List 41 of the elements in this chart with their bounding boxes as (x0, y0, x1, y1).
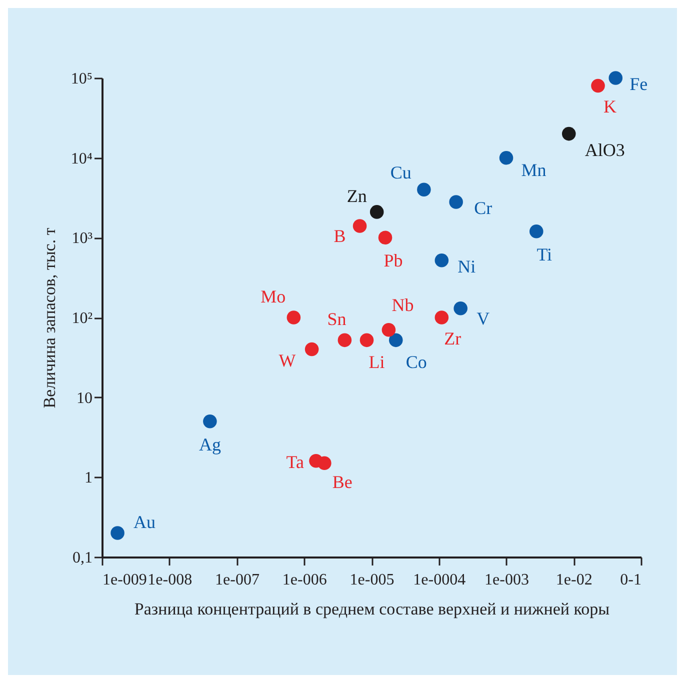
y-tick-label: 10⁴ (70, 150, 93, 168)
annotation: Li (368, 352, 385, 372)
annotation: Mn (521, 160, 546, 180)
x-tick-label: 1e-007 (215, 572, 260, 588)
x-tick-label: 1e-008 (148, 572, 192, 588)
x-tick-label: 1e-009 (102, 572, 147, 588)
annotation: Zn (346, 186, 367, 206)
y-tick-label: 0,1 (72, 550, 92, 566)
annotation: Mo (260, 286, 286, 306)
annotation: Co (406, 352, 427, 372)
annotation: Ag (198, 434, 221, 454)
annotation: V (476, 308, 490, 328)
annotation: Cu (390, 162, 412, 183)
annotation: Pb (384, 250, 403, 271)
y-axis-title: Величина запасов, тыс. т (40, 227, 59, 408)
x-tick-label: 0-1 (620, 572, 642, 588)
annotation: B (334, 226, 346, 246)
annotation: Be (332, 472, 352, 492)
annotation: Nb (392, 294, 414, 315)
annotation: Sn (327, 309, 346, 330)
y-tick-label: 1 (84, 470, 92, 487)
annotation: Ti (536, 244, 552, 264)
annotation: AlO3 (584, 140, 625, 160)
x-tick-label: 1e-006 (282, 572, 327, 588)
x-tick-label: 1e-0004 (413, 572, 466, 588)
x-tick-label: 1e-003 (484, 572, 529, 588)
annotation: Fe (630, 74, 648, 94)
annotation: Ta (286, 452, 304, 472)
annotation: K (603, 96, 616, 117)
y-tick-label: 10 (76, 390, 92, 407)
annotation: Zr (444, 328, 462, 348)
y-tick-label: 10³ (72, 230, 93, 248)
y-tick-label: 10² (72, 310, 93, 327)
annotation: Cr (474, 198, 492, 218)
annotation: Au (134, 512, 156, 532)
x-axis-title: Разница концентраций в среднем составе верхней и нижней коры (134, 600, 610, 618)
x-tick-label: 1e-005 (350, 572, 394, 588)
annotation: W (278, 350, 296, 370)
y-tick-label: 10⁵ (70, 70, 92, 88)
annotation: Ni (458, 256, 476, 276)
x-tick-label: 1e-02 (556, 572, 592, 588)
